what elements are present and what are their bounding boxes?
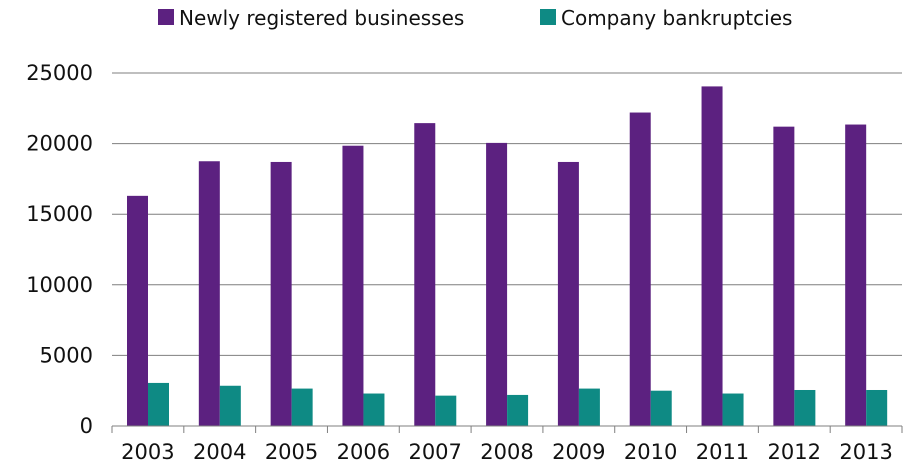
bar-company-bankruptcies [148,382,169,426]
legend-swatch-company-bankruptcies [540,9,556,25]
bar-newly-registered [270,161,292,426]
y-axis: 0 5000 10000 15000 20000 25000 [26,61,93,438]
bar-newly-registered [629,112,651,426]
bar-company-bankruptcies [578,388,600,426]
bar-company-bankruptcies [291,388,313,426]
bar-newly-registered [557,161,579,426]
y-tick-label: 25000 [26,61,93,85]
x-tick-label: 2011 [696,440,749,464]
bar-newly-registered [486,142,508,427]
bar-newly-registered [773,126,795,426]
bar-company-bankruptcies [435,395,457,426]
x-axis: 2003 2004 2005 2006 2007 2008 2009 2010 2011 2012… [111,425,903,464]
x-tick-label: 2004 [193,440,246,464]
x-tick-label: 2010 [624,440,677,464]
bar-company-bankruptcies [722,393,744,426]
bar-company-bankruptcies [866,389,888,426]
legend: Newly registered businesses Company bank… [158,6,792,30]
bar-newly-registered [342,145,364,426]
bar-company-bankruptcies [363,393,385,426]
y-tick-label: 15000 [26,202,93,226]
x-tick-label: 2013 [839,440,892,464]
x-tick-label: 2005 [265,440,318,464]
x-tick-label: 2003 [121,440,174,464]
bar-company-bankruptcies [794,389,816,426]
bar-newly-registered [845,124,867,427]
y-tick-label: 20000 [26,132,93,156]
y-tick-label: 0 [80,414,93,438]
x-tick-label: 2012 [768,440,821,464]
legend-swatch-newly-registered [158,9,174,25]
bar-company-bankruptcies [650,390,672,426]
x-tick-label: 2006 [337,440,390,464]
y-tick-label: 10000 [26,273,93,297]
legend-label-newly-registered: Newly registered businesses [179,6,464,30]
y-tick-label: 5000 [40,343,93,367]
bar-newly-registered [198,161,220,426]
bar-newly-registered [127,195,148,426]
bars [127,86,888,427]
x-tick-label: 2009 [552,440,605,464]
bar-company-bankruptcies [507,394,529,426]
bar-newly-registered [701,86,723,426]
legend-label-company-bankruptcies: Company bankruptcies [561,6,792,30]
bar-company-bankruptcies [219,385,241,426]
bar-newly-registered [414,123,436,426]
x-tick-label: 2007 [408,440,461,464]
x-tick-label: 2008 [480,440,533,464]
